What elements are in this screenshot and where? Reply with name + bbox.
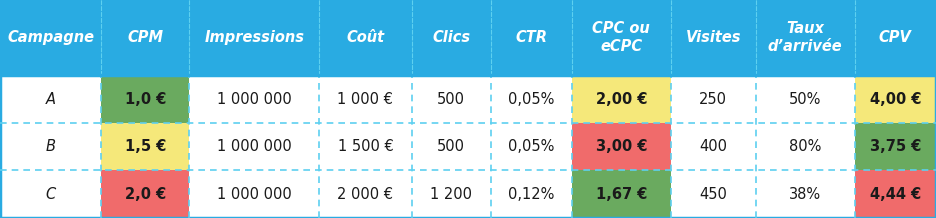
- Bar: [855, 75, 936, 123]
- Bar: [101, 0, 189, 75]
- Text: 250: 250: [699, 92, 727, 107]
- Text: CPM: CPM: [127, 30, 164, 45]
- Bar: [572, 123, 671, 170]
- Bar: [671, 75, 755, 123]
- Bar: [671, 170, 755, 218]
- Text: Taux
d’arrivée: Taux d’arrivée: [768, 21, 842, 54]
- Text: 2,0 €: 2,0 €: [124, 187, 166, 202]
- Text: 450: 450: [699, 187, 727, 202]
- Text: 4,00 €: 4,00 €: [870, 92, 921, 107]
- Text: 1,0 €: 1,0 €: [124, 92, 167, 107]
- Bar: [671, 0, 755, 75]
- Bar: [319, 123, 412, 170]
- Bar: [855, 123, 936, 170]
- Bar: [572, 170, 671, 218]
- Text: 50%: 50%: [789, 92, 822, 107]
- Bar: [412, 123, 490, 170]
- Bar: [572, 75, 671, 123]
- Text: 500: 500: [437, 139, 465, 154]
- Text: 1 000 000: 1 000 000: [217, 92, 292, 107]
- Bar: [101, 170, 189, 218]
- Bar: [755, 123, 855, 170]
- Text: Impressions: Impressions: [204, 30, 304, 45]
- Text: 1 000 €: 1 000 €: [338, 92, 393, 107]
- Bar: [319, 0, 412, 75]
- Text: 3,75 €: 3,75 €: [870, 139, 921, 154]
- Text: C: C: [46, 187, 56, 202]
- Text: B: B: [46, 139, 56, 154]
- Bar: [0, 170, 101, 218]
- Bar: [755, 170, 855, 218]
- Bar: [319, 170, 412, 218]
- Bar: [0, 0, 101, 75]
- Text: CPV: CPV: [879, 30, 912, 45]
- Bar: [755, 0, 855, 75]
- Bar: [855, 170, 936, 218]
- Bar: [189, 0, 319, 75]
- Bar: [189, 170, 319, 218]
- Bar: [855, 0, 936, 75]
- Text: 500: 500: [437, 92, 465, 107]
- Bar: [755, 75, 855, 123]
- Bar: [0, 75, 101, 123]
- Text: 4,44 €: 4,44 €: [870, 187, 921, 202]
- Bar: [671, 123, 755, 170]
- Bar: [412, 170, 490, 218]
- Text: 1 000 000: 1 000 000: [217, 187, 292, 202]
- Bar: [412, 0, 490, 75]
- Bar: [412, 75, 490, 123]
- Text: Coût: Coût: [346, 30, 385, 45]
- Bar: [490, 170, 572, 218]
- Text: CPC ou
eCPC: CPC ou eCPC: [592, 21, 651, 54]
- Text: 0,12%: 0,12%: [508, 187, 554, 202]
- Bar: [319, 75, 412, 123]
- Bar: [101, 75, 189, 123]
- Text: 0,05%: 0,05%: [508, 139, 554, 154]
- Text: 2,00 €: 2,00 €: [595, 92, 647, 107]
- Text: 2 000 €: 2 000 €: [337, 187, 393, 202]
- Text: 1 200: 1 200: [430, 187, 472, 202]
- Text: 400: 400: [699, 139, 727, 154]
- Text: Visites: Visites: [685, 30, 741, 45]
- Bar: [490, 75, 572, 123]
- Text: 0,05%: 0,05%: [508, 92, 554, 107]
- Text: 1,5 €: 1,5 €: [124, 139, 167, 154]
- Bar: [101, 123, 189, 170]
- Bar: [189, 75, 319, 123]
- Text: 3,00 €: 3,00 €: [595, 139, 647, 154]
- Bar: [490, 123, 572, 170]
- Bar: [189, 123, 319, 170]
- Text: 1,67 €: 1,67 €: [595, 187, 647, 202]
- Text: Clics: Clics: [432, 30, 470, 45]
- Text: CTR: CTR: [515, 30, 548, 45]
- Bar: [490, 0, 572, 75]
- Text: 1 500 €: 1 500 €: [338, 139, 393, 154]
- Bar: [0, 123, 101, 170]
- Bar: [572, 0, 671, 75]
- Text: 38%: 38%: [789, 187, 821, 202]
- Text: A: A: [46, 92, 56, 107]
- Text: Campagne: Campagne: [7, 30, 95, 45]
- Text: 80%: 80%: [789, 139, 822, 154]
- Text: 1 000 000: 1 000 000: [217, 139, 292, 154]
